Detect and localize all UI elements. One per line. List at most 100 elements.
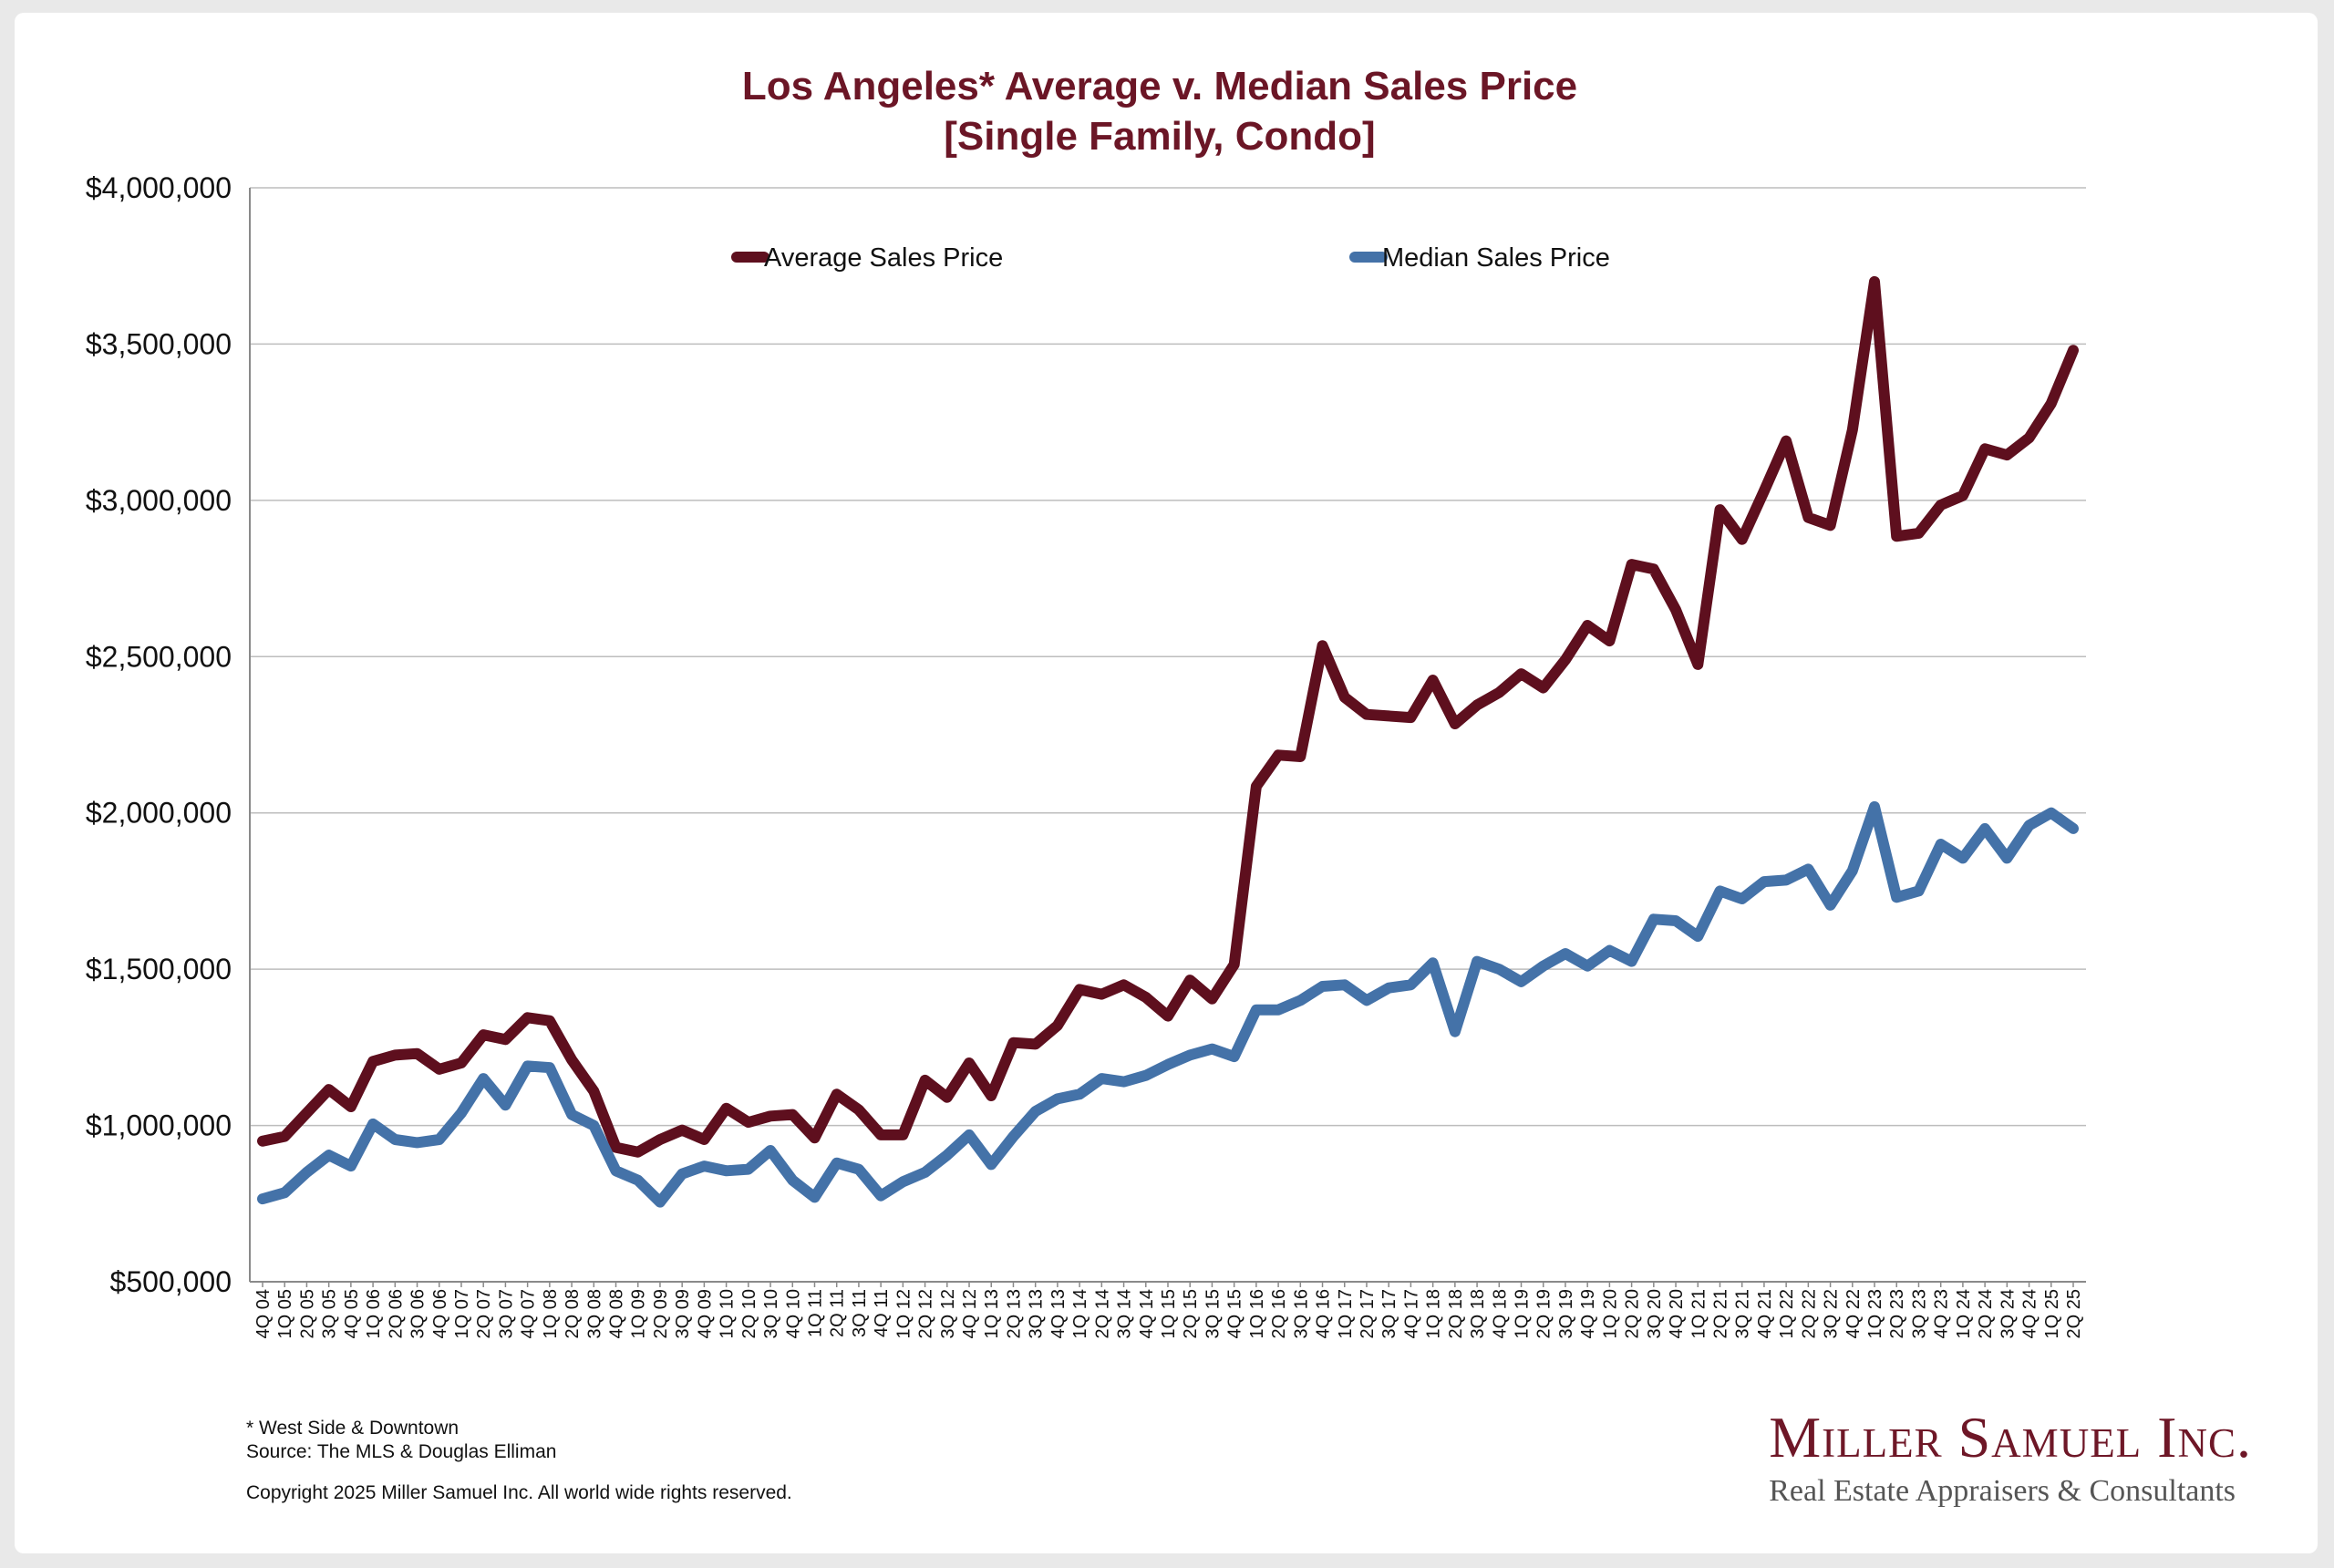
grid bbox=[250, 187, 2086, 1283]
x-tick-label: 4Q 06 bbox=[430, 1289, 450, 1338]
y-tick-label: $3,000,000 bbox=[86, 484, 232, 517]
legend: Average Sales Price Median Sales Price bbox=[731, 243, 1610, 273]
x-tick-label: 1Q 12 bbox=[893, 1289, 914, 1338]
y-tick-label: $2,500,000 bbox=[86, 640, 232, 673]
x-tick-label: 2Q 20 bbox=[1623, 1289, 1643, 1338]
x-axis: 4Q 04 1Q 05 2Q 05 3Q 05 4Q 05 1Q 06 2Q 06 3Q 06… bbox=[250, 1281, 2086, 1338]
x-tick-label: 1Q 11 bbox=[805, 1289, 825, 1337]
x-tick-label: 4Q 15 bbox=[1225, 1289, 1245, 1338]
x-tick-label: 4Q 21 bbox=[1755, 1289, 1775, 1338]
x-tick-label: 4Q 07 bbox=[519, 1289, 539, 1338]
x-tick-label: 2Q 24 bbox=[1976, 1289, 1996, 1338]
y-tick-label: $4,000,000 bbox=[86, 171, 232, 204]
series-line-average bbox=[257, 275, 2079, 1158]
line-chart: Los Angeles* Average v. Median Sales Pri… bbox=[86, 64, 2086, 1338]
x-tick-label: 2Q 22 bbox=[1799, 1289, 1819, 1338]
x-tick-label: 2Q 21 bbox=[1710, 1289, 1730, 1338]
x-tick-label: 4Q 22 bbox=[1843, 1289, 1864, 1338]
x-tick-label: 4Q 05 bbox=[342, 1289, 362, 1338]
x-tick-label: 2Q 16 bbox=[1269, 1289, 1289, 1338]
x-tick-label: 1Q 22 bbox=[1777, 1289, 1797, 1338]
x-tick-label: 3Q 13 bbox=[1027, 1289, 1047, 1338]
x-tick-label: 3Q 08 bbox=[584, 1289, 604, 1338]
x-tick-label: 1Q 16 bbox=[1247, 1289, 1267, 1338]
x-tick-label: 1Q 10 bbox=[718, 1289, 738, 1338]
y-tick-label: $500,000 bbox=[110, 1265, 232, 1298]
x-tick-label: 4Q 14 bbox=[1137, 1289, 1157, 1338]
x-tick-label: 2Q 19 bbox=[1534, 1289, 1554, 1338]
x-tick-label: 3Q 20 bbox=[1645, 1289, 1665, 1338]
x-tick-label: 2Q 23 bbox=[1887, 1289, 1907, 1338]
x-tick-label: 4Q 10 bbox=[783, 1289, 803, 1338]
x-tick-label: 2Q 06 bbox=[386, 1289, 406, 1338]
x-tick-label: 1Q 05 bbox=[275, 1289, 295, 1338]
x-tick-label: 4Q 16 bbox=[1314, 1289, 1334, 1338]
x-tick-label: 2Q 15 bbox=[1181, 1289, 1201, 1338]
x-tick-label: 2Q 18 bbox=[1446, 1289, 1466, 1338]
y-tick-label: $1,500,000 bbox=[86, 953, 232, 985]
x-tick-label: 4Q 23 bbox=[1932, 1289, 1952, 1338]
x-tick-label: 2Q 05 bbox=[297, 1289, 317, 1338]
series-lines bbox=[257, 275, 2079, 1208]
x-tick-label: 1Q 18 bbox=[1424, 1289, 1444, 1338]
x-tick-label: 3Q 06 bbox=[408, 1289, 429, 1338]
chart-subtitle: [Single Family, Condo] bbox=[944, 114, 1375, 159]
x-tick-label: 1Q 21 bbox=[1689, 1289, 1709, 1338]
footnote-region: * West Side & Downtown bbox=[246, 1418, 460, 1439]
x-tick-label: 1Q 13 bbox=[982, 1289, 1002, 1338]
company-logo: Miller Samuel Inc. Real Estate Appraiser… bbox=[1769, 1406, 2252, 1513]
x-tick-label: 1Q 15 bbox=[1159, 1289, 1179, 1338]
x-tick-label: 1Q 19 bbox=[1513, 1289, 1533, 1338]
x-tick-label: 1Q 07 bbox=[452, 1289, 472, 1338]
footnotes: * West Side & Downtown Source: The MLS &… bbox=[246, 1417, 556, 1464]
x-tick-label: 1Q 24 bbox=[1954, 1289, 1974, 1338]
x-tick-label: 3Q 21 bbox=[1733, 1289, 1753, 1338]
x-tick-label: 2Q 09 bbox=[651, 1289, 671, 1338]
x-tick-label: 4Q 17 bbox=[1401, 1289, 1421, 1338]
x-tick-label: 3Q 22 bbox=[1822, 1289, 1842, 1338]
x-tick-label: 3Q 19 bbox=[1556, 1289, 1576, 1338]
x-tick-label: 4Q 19 bbox=[1578, 1289, 1598, 1338]
copyright-text: Copyright 2025 Miller Samuel Inc. All wo… bbox=[246, 1482, 792, 1503]
x-tick-label: 2Q 13 bbox=[1004, 1289, 1024, 1338]
x-tick-label: 4Q 24 bbox=[2020, 1289, 2040, 1338]
x-tick-label: 2Q 25 bbox=[2064, 1289, 2084, 1338]
y-axis: $500,000 $1,000,000 $1,500,000 $2,000,000 $2… bbox=[86, 171, 251, 1298]
legend-label: Average Sales Price bbox=[764, 243, 1003, 273]
x-tick-label: 2Q 14 bbox=[1092, 1289, 1112, 1338]
x-tick-label: 3Q 05 bbox=[320, 1289, 340, 1338]
x-tick-label: 2Q 11 bbox=[828, 1289, 848, 1337]
x-tick-label: 2Q 10 bbox=[739, 1289, 759, 1338]
x-tick-label: 3Q 16 bbox=[1291, 1289, 1311, 1338]
x-tick-label: 4Q 04 bbox=[253, 1289, 274, 1338]
x-tick-label: 2Q 17 bbox=[1358, 1289, 1378, 1338]
x-tick-label: 1Q 23 bbox=[1865, 1289, 1885, 1338]
chart-card: Los Angeles* Average v. Median Sales Pri… bbox=[15, 13, 2318, 1553]
x-tick-label: 1Q 17 bbox=[1336, 1289, 1356, 1338]
x-tick-label: 1Q 20 bbox=[1600, 1289, 1620, 1338]
x-tick-label: 4Q 18 bbox=[1490, 1289, 1510, 1338]
x-tick-label: 3Q 11 bbox=[850, 1289, 870, 1337]
x-tick-label: 3Q 14 bbox=[1115, 1289, 1135, 1338]
logo-tagline: Real Estate Appraisers & Consultants bbox=[1769, 1474, 2236, 1508]
x-tick-label: 1Q 08 bbox=[541, 1289, 561, 1338]
x-tick-label: 1Q 06 bbox=[364, 1289, 384, 1338]
x-tick-label: 4Q 12 bbox=[960, 1289, 980, 1338]
y-tick-label: $1,000,000 bbox=[86, 1109, 232, 1142]
x-tick-label: 4Q 20 bbox=[1667, 1289, 1687, 1338]
x-tick-label: 3Q 23 bbox=[1909, 1289, 1929, 1338]
x-tick-label: 2Q 08 bbox=[563, 1289, 583, 1338]
x-tick-label: 1Q 25 bbox=[2042, 1289, 2062, 1338]
y-tick-label: $2,000,000 bbox=[86, 797, 232, 830]
series-line-median bbox=[257, 800, 2079, 1208]
logo-name: Miller Samuel Inc. bbox=[1769, 1405, 2252, 1470]
x-tick-label: 3Q 15 bbox=[1203, 1289, 1223, 1338]
y-tick-label: $3,500,000 bbox=[86, 327, 232, 360]
x-tick-label: 4Q 08 bbox=[607, 1289, 627, 1338]
x-tick-label: 3Q 17 bbox=[1379, 1289, 1399, 1338]
x-tick-label: 1Q 09 bbox=[629, 1289, 649, 1338]
footnote-source: Source: The MLS & Douglas Elliman bbox=[246, 1441, 557, 1462]
x-tick-label: 4Q 11 bbox=[872, 1289, 892, 1337]
x-tick-label: 1Q 14 bbox=[1070, 1289, 1090, 1338]
x-tick-label: 2Q 12 bbox=[916, 1289, 936, 1338]
